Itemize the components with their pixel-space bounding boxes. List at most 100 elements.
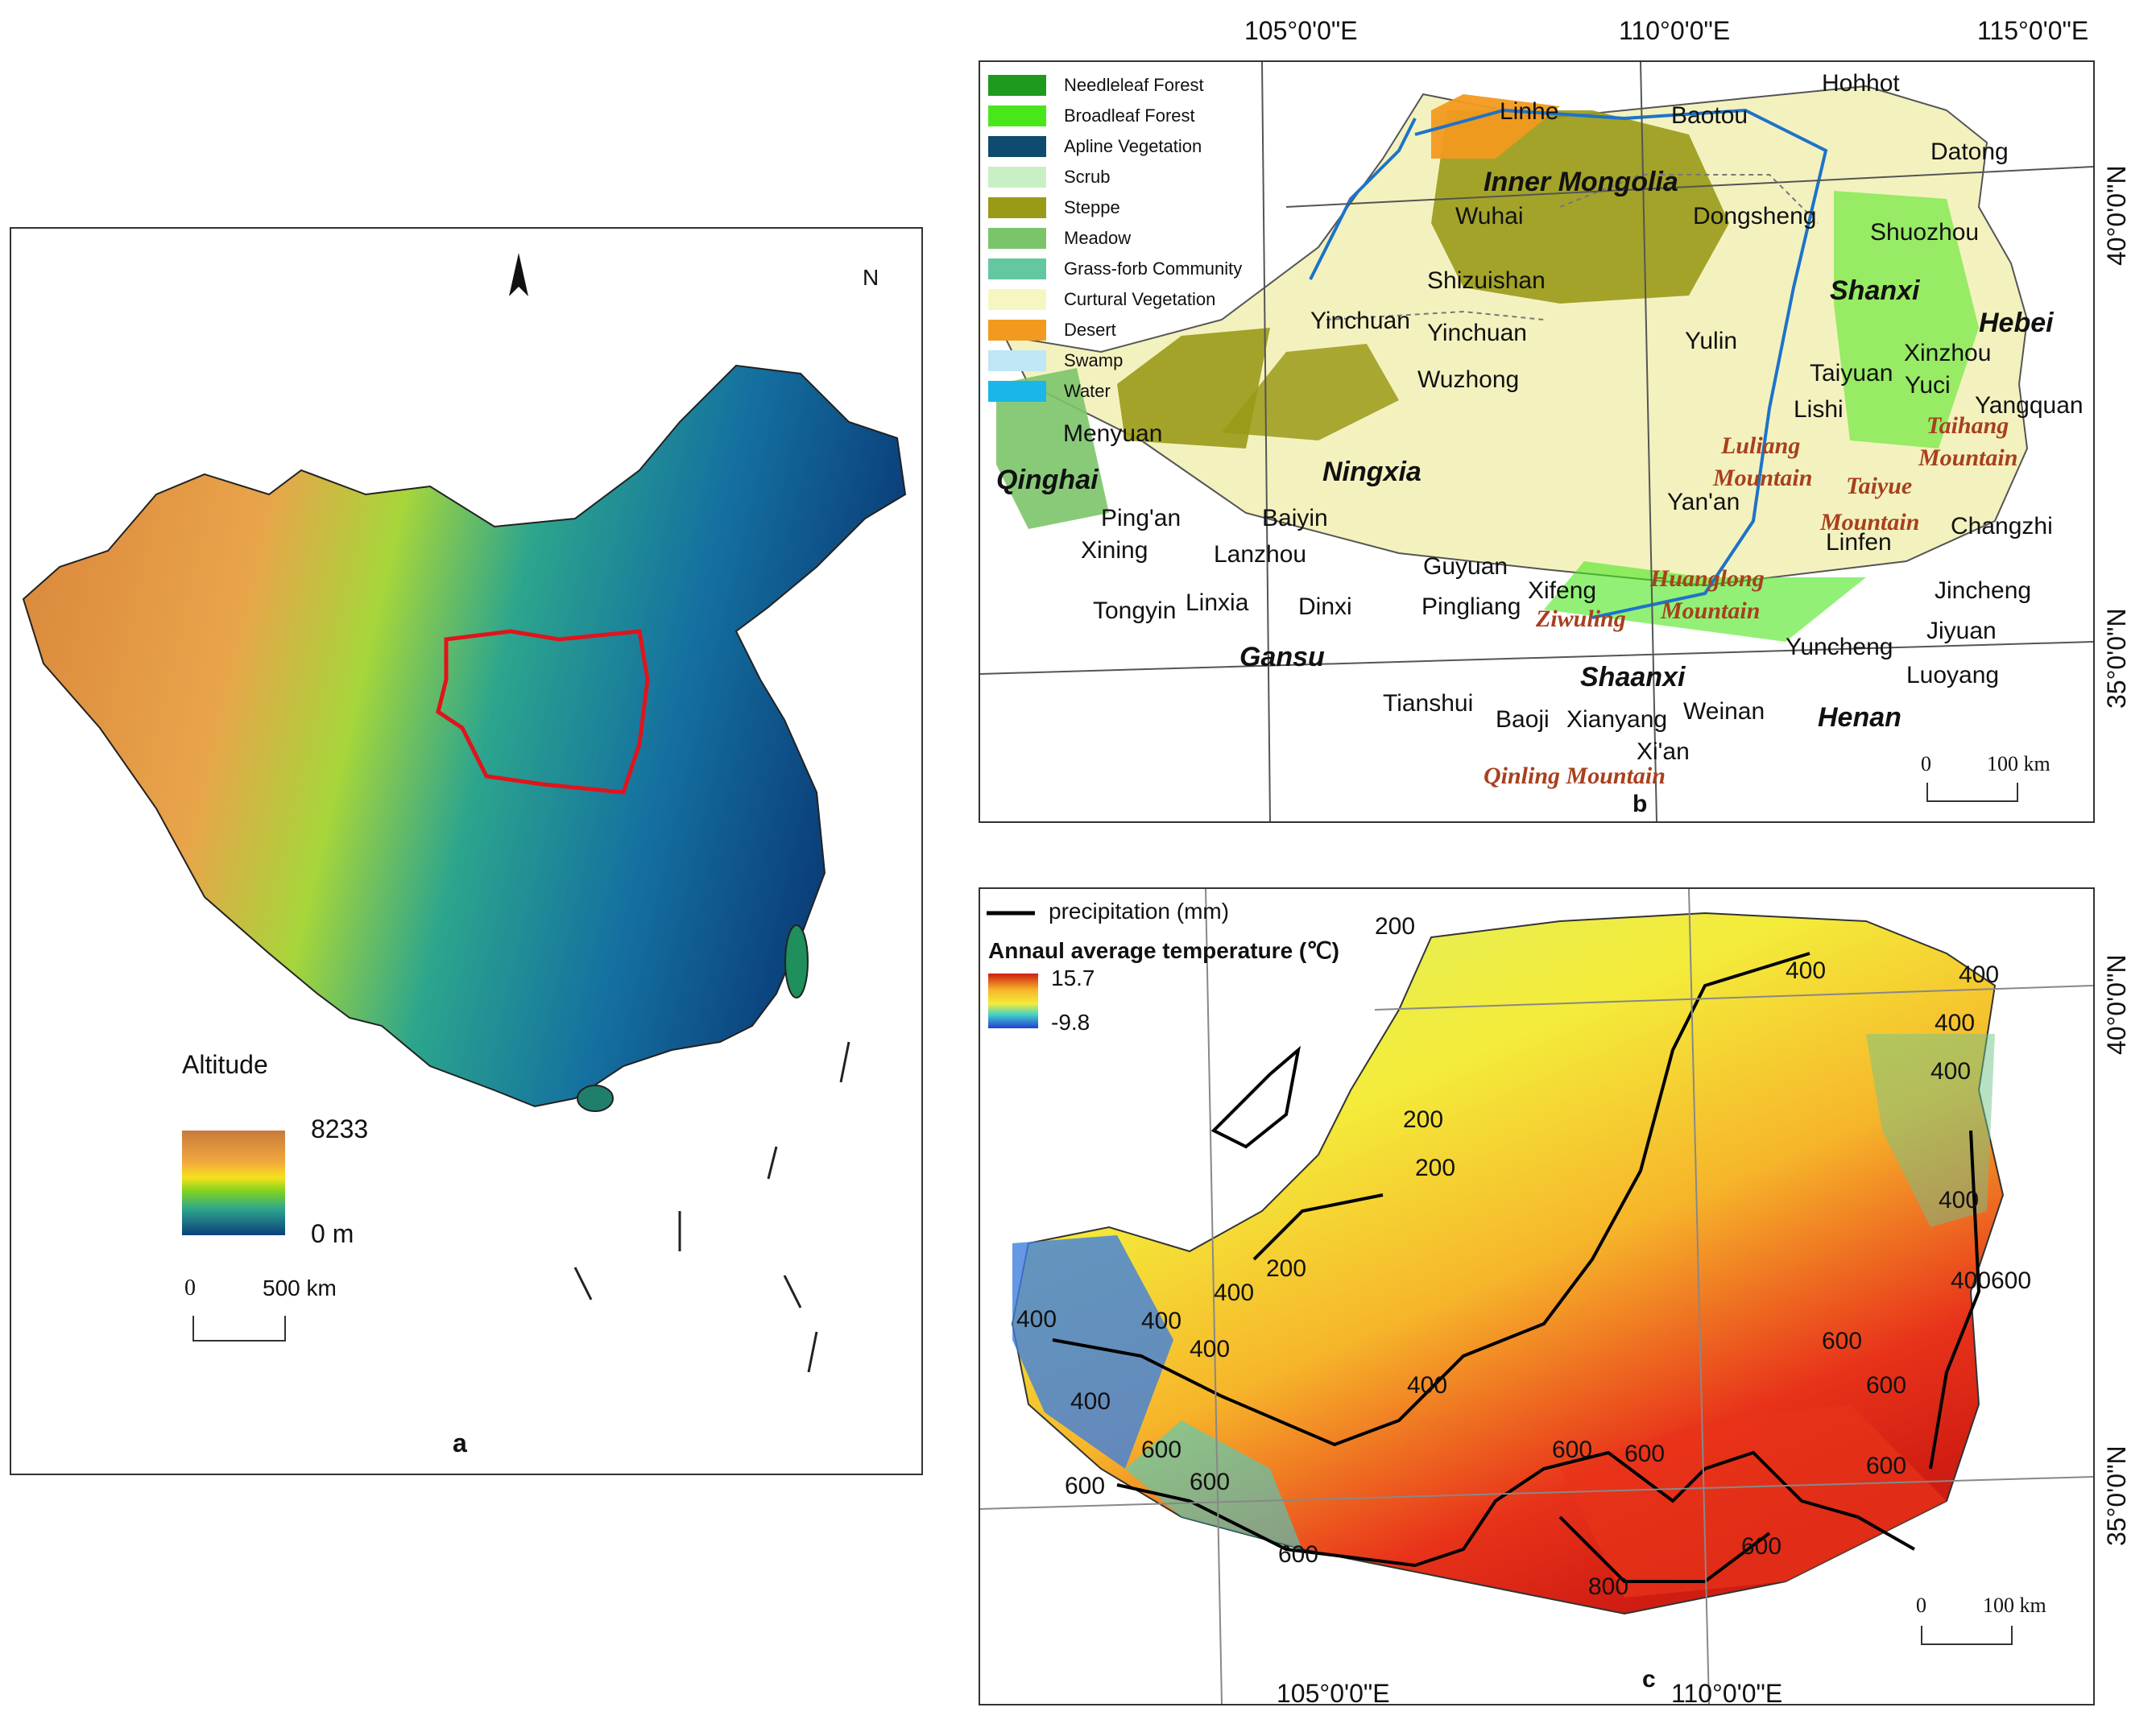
city-label: Yinchuan <box>1310 308 1410 334</box>
contour-label: 600 <box>1866 1372 1907 1399</box>
legend-item: Water <box>988 376 1242 407</box>
china-altitude-shape <box>22 253 907 1373</box>
contour-label: 600 <box>1065 1473 1106 1499</box>
city-label: Xi'an <box>1637 738 1690 765</box>
longitude-label: 110°0'0"E <box>1671 1679 1783 1708</box>
scale-bar-label: 500 km <box>263 1275 337 1300</box>
city-label: Menyuan <box>1063 420 1163 447</box>
contour-label: 200 <box>1375 913 1416 940</box>
mountain-label: Taiyue <box>1846 473 1913 499</box>
city-label: Yangquan <box>1975 392 2084 419</box>
city-label: Yuncheng <box>1786 634 1893 660</box>
city-label: Linhe <box>1500 98 1559 125</box>
legend-swatch <box>988 197 1046 218</box>
city-label: Dinxi <box>1298 593 1352 620</box>
mountain-label: Mountain <box>1713 465 1813 491</box>
legend-item: Swamp <box>988 345 1242 376</box>
contour-label: 600 <box>1552 1437 1593 1463</box>
legend-item: Needleleaf Forest <box>988 70 1242 101</box>
altitude-legend-title: Altitude <box>182 1050 268 1079</box>
temperature-legend-min: -9.8 <box>1051 1010 1090 1035</box>
city-label: Datong <box>1930 138 2009 165</box>
city-label: Changzhi <box>1951 513 2053 540</box>
legend-swatch <box>988 105 1046 126</box>
legend-swatch <box>988 350 1046 371</box>
legend-label: Apline Vegetation <box>1064 136 1202 156</box>
scale-bar <box>1921 1626 2013 1645</box>
contour-label: 600 <box>1190 1469 1231 1495</box>
city-label: Baiyin <box>1262 505 1328 531</box>
contour-label: 600 <box>1991 1267 2032 1294</box>
city-label: Weinan <box>1683 698 1765 725</box>
city-label: Baoji <box>1496 706 1550 733</box>
scale-bar <box>192 1316 286 1342</box>
legend-label: Water <box>1064 381 1111 401</box>
legend-swatch <box>988 136 1046 157</box>
city-label: Shizuishan <box>1427 267 1546 294</box>
city-label: Pingliang <box>1421 593 1521 620</box>
legend-item: Curtural Vegetation <box>988 284 1242 315</box>
contour-label: 400 <box>1951 1267 1992 1294</box>
vegetation-map-shape <box>980 62 2093 821</box>
legend-swatch <box>988 289 1046 310</box>
legend-item: Steppe <box>988 192 1242 223</box>
contour-label: 200 <box>1266 1255 1307 1282</box>
scale-bar <box>1926 783 2018 802</box>
city-label: Shuozhou <box>1870 219 1980 246</box>
contour-label: 400 <box>1141 1308 1182 1334</box>
altitude-legend-min: 0 m <box>311 1219 354 1248</box>
mountain-label: Mountain <box>1820 509 1920 535</box>
contour-label: 400 <box>1935 1010 1976 1036</box>
legend-swatch <box>988 381 1046 402</box>
city-label: Xinzhou <box>1904 340 1992 366</box>
panel-letter: a <box>453 1428 467 1457</box>
city-label: Dongsheng <box>1693 203 1817 229</box>
legend-item: Meadow <box>988 223 1242 254</box>
mountain-label: Mountain <box>1661 597 1761 624</box>
scale-bar-zero: 0 <box>1916 1594 1926 1617</box>
mountain-label: Mountain <box>1918 444 2018 471</box>
province-label: Shaanxi <box>1580 662 1686 692</box>
city-label: Xining <box>1081 537 1148 564</box>
longitude-label: 105°0'0"E <box>1244 16 1358 45</box>
north-arrow-label: N <box>863 265 879 290</box>
temperature-map-shape <box>980 889 2093 1704</box>
city-label: Xianyang <box>1566 706 1668 733</box>
province-label: Shanxi <box>1830 275 1920 306</box>
legend-label: Steppe <box>1064 197 1120 217</box>
contour-label: 600 <box>1822 1328 1863 1354</box>
city-label: Yinchuan <box>1427 320 1527 346</box>
mountain-label: Taihang <box>1926 412 2009 439</box>
city-label: Xifeng <box>1528 577 1597 604</box>
contour-label: 400 <box>1016 1306 1057 1333</box>
contour-label: 400 <box>1407 1372 1448 1399</box>
legend-label: Scrub <box>1064 167 1111 187</box>
city-label: Jincheng <box>1935 577 2032 604</box>
city-label: Tianshui <box>1383 690 1474 717</box>
scale-bar-zero: 0 <box>184 1275 196 1300</box>
contour-label: 600 <box>1141 1437 1182 1463</box>
contour-label: 400 <box>1930 1058 1972 1085</box>
altitude-legend-bar <box>182 1131 285 1235</box>
legend-item: Desert <box>988 315 1242 345</box>
legend-item: Scrub <box>988 162 1242 192</box>
province-label: Henan <box>1818 702 1902 733</box>
city-label: Linxia <box>1186 589 1249 616</box>
latitude-label: 40°0'0"N <box>2102 954 2131 1055</box>
city-label: Guyuan <box>1423 553 1508 580</box>
city-label: Lishi <box>1794 396 1844 423</box>
panel-letter: c <box>1642 1666 1656 1693</box>
city-label: Yulin <box>1685 328 1738 354</box>
contour-label: 600 <box>1866 1453 1907 1479</box>
latitude-label: 35°0'0"N <box>2102 1445 2131 1546</box>
contour-label: 600 <box>1624 1441 1666 1467</box>
contour-label: 200 <box>1403 1106 1444 1133</box>
legend-label: Desert <box>1064 320 1116 340</box>
contour-label: 600 <box>1278 1541 1319 1568</box>
province-label: Gansu <box>1239 642 1325 672</box>
province-label: Qinghai <box>996 465 1099 495</box>
legend-swatch <box>988 320 1046 341</box>
province-label: Inner Mongolia <box>1484 167 1678 197</box>
legend-label: Curtural Vegetation <box>1064 289 1216 309</box>
contour-label: 400 <box>1939 1187 1980 1213</box>
